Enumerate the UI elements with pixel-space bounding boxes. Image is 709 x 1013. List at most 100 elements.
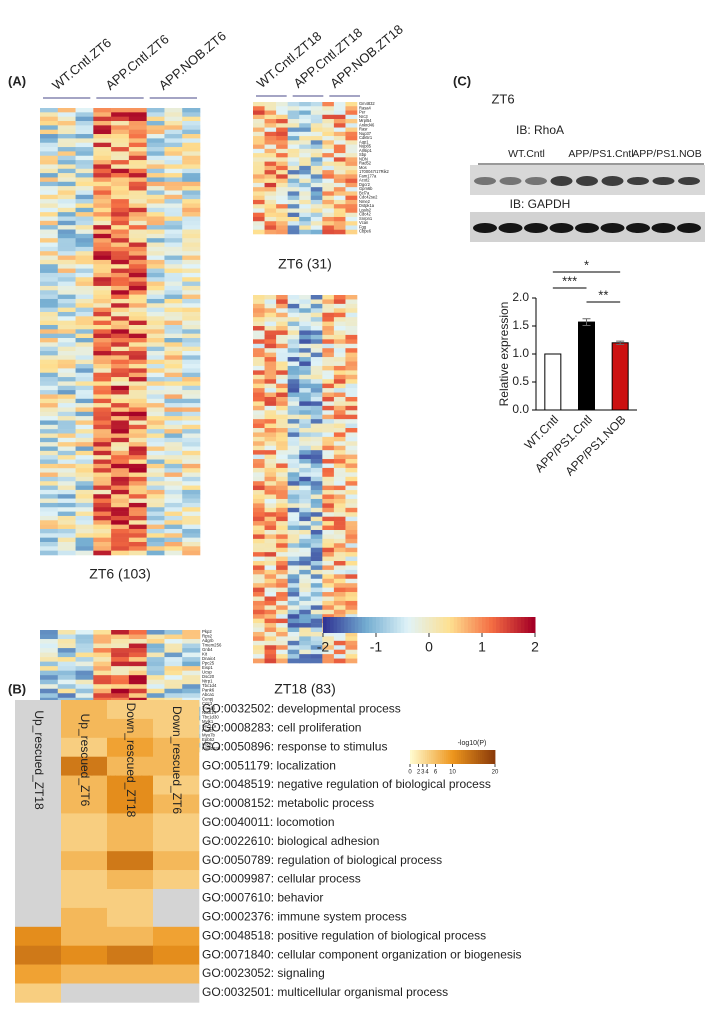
heatmap-cell xyxy=(128,385,147,391)
heatmap-cell xyxy=(75,420,94,426)
heatmap-cell xyxy=(93,173,112,178)
heatmap-cell xyxy=(287,144,300,150)
heatmap-cell xyxy=(93,693,112,699)
heatmap-cell xyxy=(182,507,201,512)
heatmap-cell xyxy=(111,693,130,699)
heatmap-cell xyxy=(310,383,323,389)
heatmap-cell xyxy=(322,441,335,447)
legend-cell xyxy=(452,750,456,764)
heatmap-cell xyxy=(264,165,277,171)
heatmap-cell xyxy=(310,326,323,331)
heatmap-cell xyxy=(40,298,59,304)
heatmap-cell xyxy=(345,450,358,455)
heatmap-cell xyxy=(111,666,130,671)
heatmap-cell xyxy=(75,528,94,534)
heatmap-cell xyxy=(128,311,147,317)
heatmap-cell xyxy=(253,295,265,300)
heatmap-cell xyxy=(164,666,183,671)
heatmap-cell xyxy=(57,112,76,117)
heatmap-cell xyxy=(164,485,183,491)
legend-cell xyxy=(478,750,481,764)
heatmap-cell xyxy=(287,102,300,107)
heatmap-cell xyxy=(75,661,94,667)
go-term: GO:0050896: response to stimulus xyxy=(202,739,387,753)
heatmap-cell xyxy=(182,181,201,187)
colorbar-cell xyxy=(524,617,529,633)
heatmap-cell xyxy=(182,190,201,196)
colorbar-cell xyxy=(397,617,402,633)
heatmap-cell xyxy=(182,125,201,130)
heatmap-cell xyxy=(146,450,165,456)
heatmap-cell xyxy=(299,454,312,460)
colorbar-cell xyxy=(478,617,483,633)
heatmap-cell xyxy=(40,281,59,287)
heatmap-cell xyxy=(310,623,323,628)
heatmap-cell xyxy=(287,114,300,120)
heatmap-cell xyxy=(164,661,183,667)
go-column-label: Up_rescued_ZT18 xyxy=(32,710,46,810)
gene-label: Pank6 xyxy=(202,688,215,693)
blot-band xyxy=(474,177,496,185)
heatmap-cell xyxy=(111,515,130,521)
heatmap-cell xyxy=(264,481,277,486)
go-cell xyxy=(153,700,200,720)
legend-tick-label: 6 xyxy=(434,770,438,776)
gene-label: Epb52 xyxy=(202,737,215,742)
heatmap-cell xyxy=(299,609,312,615)
heatmap-cell xyxy=(333,216,346,222)
heatmap-cell xyxy=(128,675,147,681)
heatmap-cell xyxy=(299,357,312,362)
heatmap-cell xyxy=(345,114,358,120)
legend-cell xyxy=(418,750,422,764)
heatmap-cell xyxy=(75,550,94,556)
heatmap-cell xyxy=(164,203,183,209)
heatmap-cell xyxy=(276,110,288,116)
heatmap-cell xyxy=(322,552,335,557)
heatmap-cell xyxy=(57,190,76,196)
heatmap-cell xyxy=(253,507,265,513)
heatmap-cell xyxy=(345,463,358,469)
heatmap-cell xyxy=(345,123,358,128)
heatmap-cell xyxy=(182,416,201,421)
heatmap-cell xyxy=(93,684,112,690)
heatmap-cell xyxy=(75,121,94,126)
heatmap-cell xyxy=(287,503,300,509)
legend-cell xyxy=(416,750,419,764)
heatmap-cell xyxy=(253,221,265,226)
heatmap-cell xyxy=(57,324,76,330)
heatmap-cell xyxy=(93,643,112,649)
heatmap-cell xyxy=(310,596,323,602)
heatmap-cell xyxy=(128,403,147,408)
heatmap-cell xyxy=(287,170,300,175)
heatmap-cell xyxy=(264,525,277,531)
heatmap-cell xyxy=(345,379,358,384)
heatmap-cell xyxy=(93,281,112,287)
heatmap-cell xyxy=(287,658,300,664)
heatmap-cell xyxy=(93,394,112,400)
heatmap-cell xyxy=(164,368,183,374)
heatmap-cell xyxy=(264,569,277,575)
heatmap-cell xyxy=(253,587,265,593)
heatmap-cell xyxy=(264,410,277,416)
heatmap-cell xyxy=(128,372,147,378)
heatmap-cell xyxy=(40,121,59,126)
heatmap-cell xyxy=(75,446,94,452)
heatmap-cell xyxy=(40,372,59,378)
gene-label: Tmem256 xyxy=(202,643,222,648)
heatmap-cell xyxy=(333,221,346,226)
heatmap-cell xyxy=(310,388,323,393)
heatmap-cell xyxy=(310,587,323,593)
heatmap-cell xyxy=(333,432,346,438)
heatmap-cell xyxy=(40,537,59,543)
heatmap-title: ZT6 (31) xyxy=(278,256,332,272)
heatmap-cell xyxy=(57,121,76,126)
heatmap-cell xyxy=(128,220,147,226)
heatmap-cell xyxy=(111,294,130,300)
legend-cell xyxy=(471,750,475,764)
heatmap-cell xyxy=(57,372,76,378)
heatmap-cell xyxy=(146,346,165,352)
heatmap-cell xyxy=(128,550,147,556)
heatmap-cell xyxy=(182,164,201,170)
heatmap-cell xyxy=(253,467,265,473)
heatmap-cell xyxy=(57,377,76,382)
